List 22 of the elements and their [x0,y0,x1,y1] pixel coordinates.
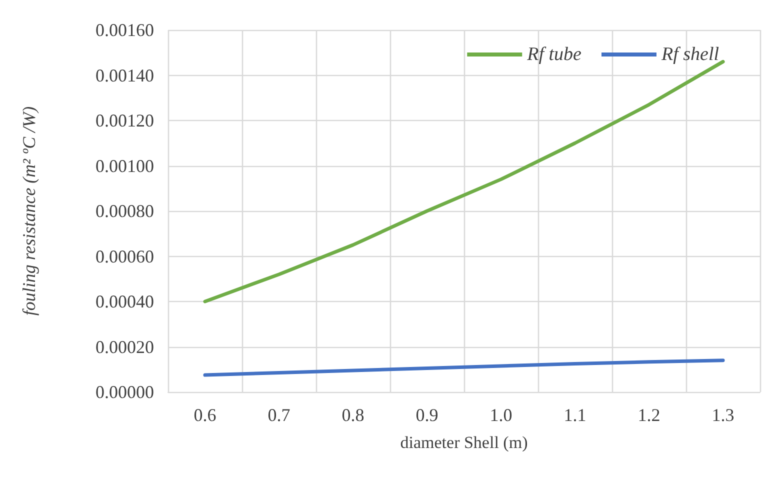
x-axis-title: diameter Shell (m) [400,433,528,452]
legend-label: Rf shell [660,44,720,65]
y-tick-label: 0.00120 [96,110,154,130]
y-tick-label: 0.00100 [96,156,154,176]
x-tick-label: 0.6 [194,405,216,425]
y-tick-label: 0.00040 [96,292,154,312]
x-tick-label: 1.3 [712,405,734,425]
x-tick-label: 1.2 [638,405,660,425]
x-tick-label: 0.7 [268,405,290,425]
x-tick-label: 0.8 [342,405,364,425]
legend-label: Rf tube [526,44,582,65]
y-tick-label: 0.00140 [96,65,154,86]
y-tick-label: 0.00060 [96,246,154,266]
y-tick-label: 0.00080 [96,201,154,221]
x-tick-label: 1.0 [490,405,512,425]
x-tick-label: 1.1 [564,405,586,425]
y-tick-label: 0.00000 [96,382,154,402]
line-series [203,358,725,377]
y-tick-label: 0.00160 [96,20,154,40]
y-tick-label: 0.00020 [96,336,154,357]
x-tick-label: 0.9 [416,405,438,425]
y-axis-title: fouling resistance (m² ºC /W) [19,106,39,316]
